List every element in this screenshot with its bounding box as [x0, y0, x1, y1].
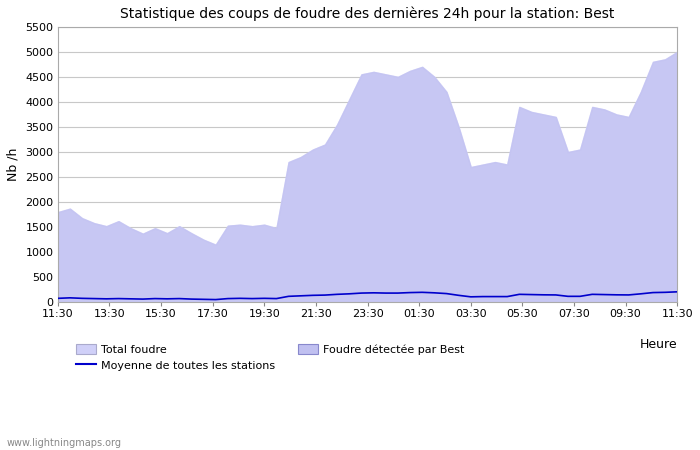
Legend: Total foudre, Moyenne de toutes les stations, Foudre détectée par Best: Total foudre, Moyenne de toutes les stat…	[76, 344, 465, 371]
Title: Statistique des coups de foudre des dernières 24h pour la station: Best: Statistique des coups de foudre des dern…	[120, 7, 615, 22]
Line: Moyenne de toutes les stations: Moyenne de toutes les stations	[58, 292, 677, 300]
Moyenne de toutes les stations	[357, 290, 365, 296]
Moyenne de toutes les stations	[636, 291, 645, 297]
Moyenne de toutes les stations	[284, 294, 293, 299]
Moyenne de toutes les stations	[673, 289, 681, 294]
Moyenne de toutes les stations	[467, 294, 475, 300]
Moyenne de toutes les stations	[102, 296, 111, 302]
Moyenne de toutes les stations	[54, 296, 62, 301]
Text: www.lightningmaps.org: www.lightningmaps.org	[7, 438, 122, 448]
Y-axis label: Nb /h: Nb /h	[7, 148, 20, 181]
Text: Heure: Heure	[640, 338, 677, 351]
Moyenne de toutes les stations	[211, 297, 220, 302]
Moyenne de toutes les stations	[442, 291, 451, 296]
